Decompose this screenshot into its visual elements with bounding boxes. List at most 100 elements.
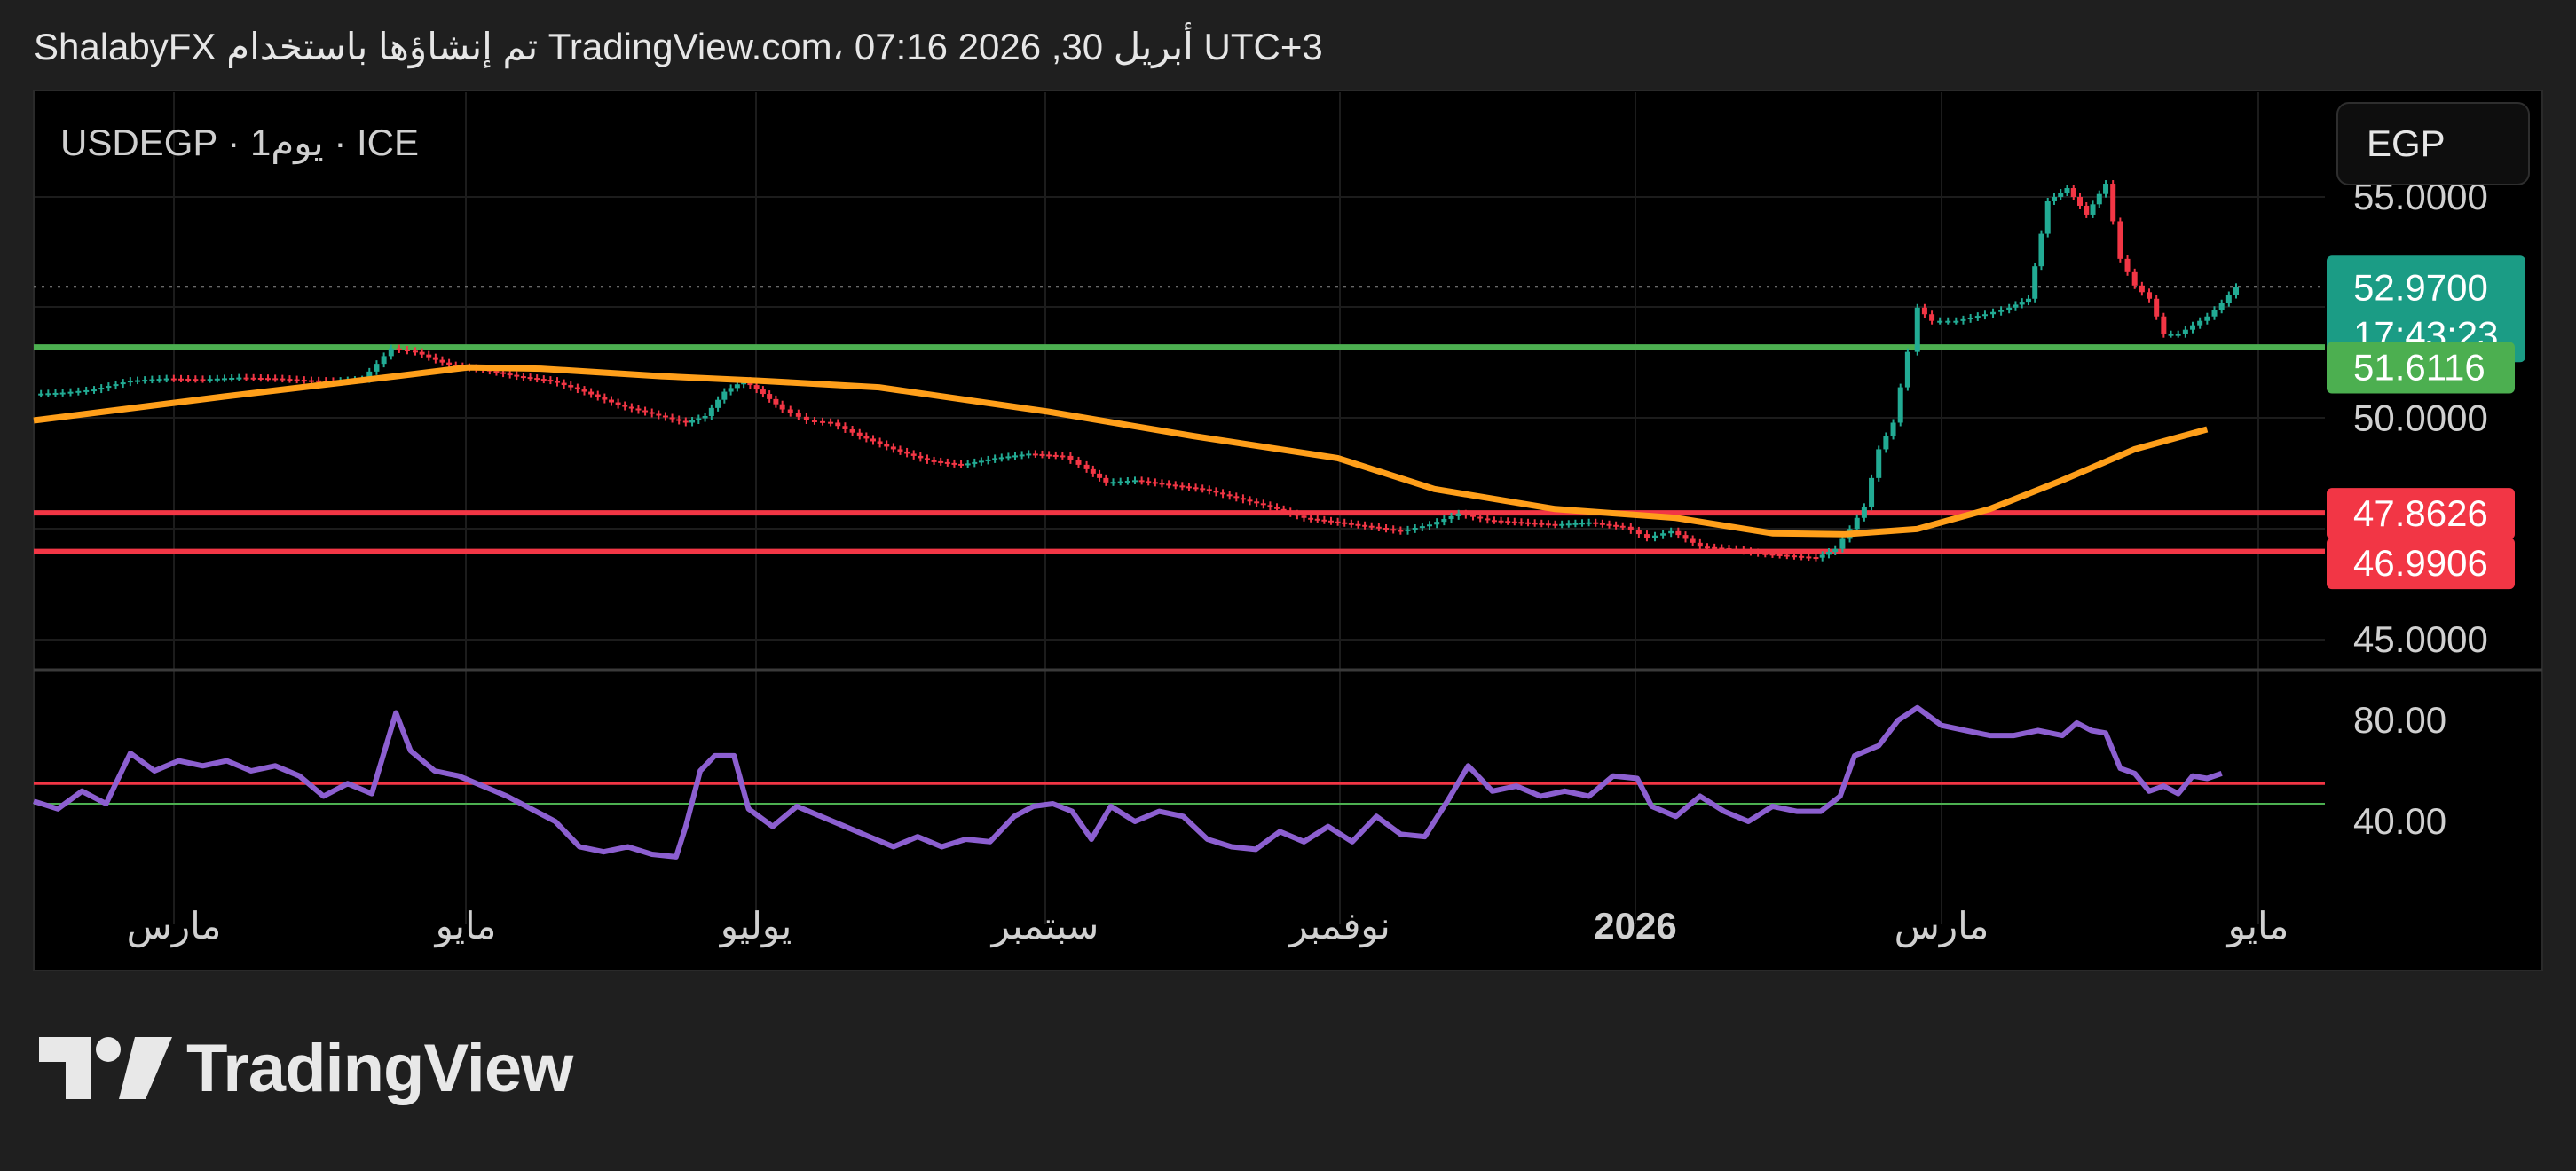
candle-body bbox=[1904, 351, 1910, 388]
candle-body bbox=[1747, 551, 1753, 554]
candle-body bbox=[863, 436, 870, 439]
candle-body bbox=[1186, 486, 1192, 489]
candle-body bbox=[45, 393, 51, 396]
candle-body bbox=[2147, 292, 2153, 299]
candle-body bbox=[1039, 453, 1045, 456]
candle-body bbox=[1206, 489, 1212, 491]
candle-body bbox=[1159, 483, 1165, 485]
candle-body bbox=[1348, 523, 1354, 525]
candle-body bbox=[2096, 193, 2102, 205]
candle-body bbox=[178, 378, 185, 381]
candle-body bbox=[1247, 499, 1253, 502]
candle-body bbox=[1712, 546, 1718, 549]
candle-body bbox=[2070, 188, 2076, 197]
candle-body bbox=[2019, 302, 2025, 305]
candle-body bbox=[574, 387, 580, 390]
candle-body bbox=[561, 382, 567, 386]
candle-body bbox=[662, 415, 668, 418]
candle-body bbox=[1213, 491, 1219, 493]
candle-body bbox=[1921, 307, 1927, 315]
candle-body bbox=[2038, 233, 2044, 267]
candle-body bbox=[1579, 523, 1586, 525]
candle-body bbox=[214, 378, 220, 381]
time-axis-tick: يوليو bbox=[719, 905, 792, 948]
candle-body bbox=[1869, 477, 1875, 507]
candle-body bbox=[1362, 524, 1368, 527]
candle-body bbox=[135, 380, 141, 382]
candle-body bbox=[301, 380, 307, 382]
candle-body bbox=[897, 449, 903, 452]
candle-body bbox=[264, 378, 271, 381]
candle-body bbox=[820, 420, 826, 423]
candle-body bbox=[588, 391, 595, 395]
candle-body bbox=[534, 378, 540, 381]
candle-body bbox=[83, 389, 90, 392]
candle-body bbox=[1613, 524, 1619, 527]
candle-body bbox=[1485, 518, 1491, 521]
candle-body bbox=[1914, 307, 1920, 352]
candle-body bbox=[52, 392, 59, 395]
candle-body bbox=[243, 377, 249, 380]
candle-body bbox=[734, 384, 740, 389]
candle-body bbox=[412, 350, 418, 353]
candle-body bbox=[1682, 535, 1689, 539]
candle-body bbox=[1019, 454, 1025, 457]
candle-body bbox=[1103, 477, 1109, 483]
candle-body bbox=[972, 461, 978, 464]
time-axis-tick: نوفمبر bbox=[1288, 905, 1390, 948]
candle-body bbox=[696, 418, 702, 420]
candle-body bbox=[1267, 505, 1273, 507]
candle-body bbox=[520, 376, 526, 379]
candle-body bbox=[2139, 285, 2145, 293]
candle-body bbox=[1660, 533, 1666, 536]
candle-body bbox=[2110, 184, 2116, 222]
candle-body bbox=[1511, 521, 1517, 523]
candle-body bbox=[1254, 501, 1260, 504]
candle-body bbox=[1599, 523, 1605, 525]
candle-body bbox=[904, 451, 910, 454]
candle-body bbox=[1124, 480, 1130, 483]
candle-body bbox=[1455, 513, 1461, 516]
candle-body bbox=[142, 380, 148, 382]
candle-body bbox=[1046, 454, 1052, 457]
candle-body bbox=[113, 384, 119, 387]
candle-body bbox=[1532, 523, 1538, 525]
candle-body bbox=[120, 382, 126, 385]
time-axis[interactable]: مارس مايو يوليو سبتمبر نوفمبر 2026 مارس مايو bbox=[127, 905, 2289, 948]
candle-body bbox=[918, 455, 924, 459]
candle-body bbox=[507, 373, 513, 376]
symbol-legend[interactable]: USDEGP · 1يوم · ICE bbox=[60, 122, 420, 163]
candle-body bbox=[1434, 522, 1440, 525]
candle-body bbox=[849, 428, 855, 433]
horizontal-lines bbox=[34, 286, 2325, 554]
rsi-axis[interactable]: 80.00 40.00 bbox=[2353, 699, 2446, 842]
candle-body bbox=[1565, 523, 1572, 526]
candle-body bbox=[1448, 515, 1454, 520]
candle-body bbox=[779, 404, 785, 410]
candle-body bbox=[1288, 511, 1294, 514]
candle-body bbox=[540, 379, 547, 381]
candle-body bbox=[1719, 547, 1725, 550]
resistance-level-1-badge bbox=[2327, 488, 2515, 540]
candle-body bbox=[2161, 316, 2167, 334]
candle-body bbox=[1498, 520, 1504, 523]
candle-body bbox=[1726, 548, 1732, 551]
candle-body bbox=[1819, 554, 1825, 558]
candle-body bbox=[2190, 325, 2196, 330]
candle-body bbox=[1876, 449, 1882, 478]
candle-body bbox=[1697, 542, 1703, 547]
resistance-level-2-badge bbox=[2327, 538, 2515, 590]
candle-body bbox=[1441, 519, 1447, 523]
candle-body bbox=[1132, 480, 1138, 483]
candle-body bbox=[432, 357, 438, 360]
currency-button[interactable]: EGP bbox=[2336, 102, 2530, 185]
candle-body bbox=[1890, 422, 1896, 436]
candle-body bbox=[2084, 205, 2090, 215]
candle-body bbox=[615, 402, 621, 405]
time-axis-tick: مارس bbox=[127, 905, 222, 948]
candle-body bbox=[622, 405, 628, 407]
candle-body bbox=[1755, 552, 1761, 554]
candle-body bbox=[992, 458, 998, 460]
